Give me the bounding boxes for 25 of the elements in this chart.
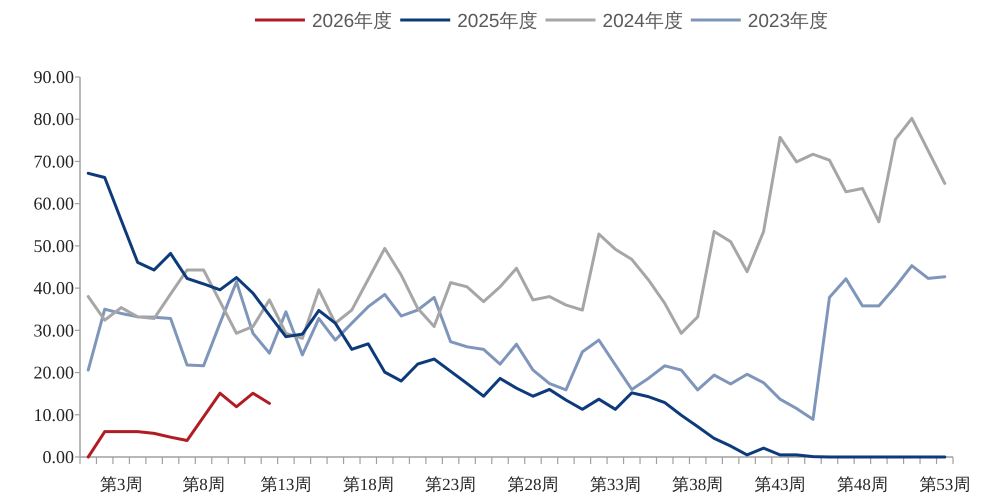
y-tick-label: 70.00 <box>34 151 74 172</box>
x-tick-label: 第18周 <box>342 475 394 494</box>
y-tick-label: 30.00 <box>34 320 74 340</box>
x-tick-label: 第43周 <box>754 475 806 494</box>
x-tick-label: 第28周 <box>507 475 558 494</box>
y-tick-label: 50.00 <box>34 236 74 256</box>
x-tick-label: 第48周 <box>836 475 888 494</box>
x-tick-label: 第33周 <box>590 475 641 494</box>
legend-label: 2026年度 <box>312 10 392 32</box>
y-tick-label: 80.00 <box>34 109 74 130</box>
x-tick-label: 第8周 <box>182 475 225 494</box>
y-tick-label: 20.00 <box>34 362 74 383</box>
x-tick-label: 第38周 <box>672 475 724 494</box>
y-tick-label: 60.00 <box>34 194 74 214</box>
x-tick-label: 第23周 <box>425 475 476 494</box>
y-tick-label: 90.00 <box>34 67 74 87</box>
x-tick-label: 第13周 <box>260 475 312 494</box>
y-tick-label: 0.00 <box>42 447 74 467</box>
y-tick-label: 40.00 <box>34 278 74 298</box>
legend-label: 2023年度 <box>748 10 828 32</box>
x-tick-label: 第3周 <box>100 475 142 494</box>
y-tick-label: 10.00 <box>34 404 74 425</box>
x-tick-label: 第53周 <box>919 475 970 494</box>
legend-label: 2024年度 <box>602 10 683 32</box>
legend-label: 2025年度 <box>457 10 538 32</box>
